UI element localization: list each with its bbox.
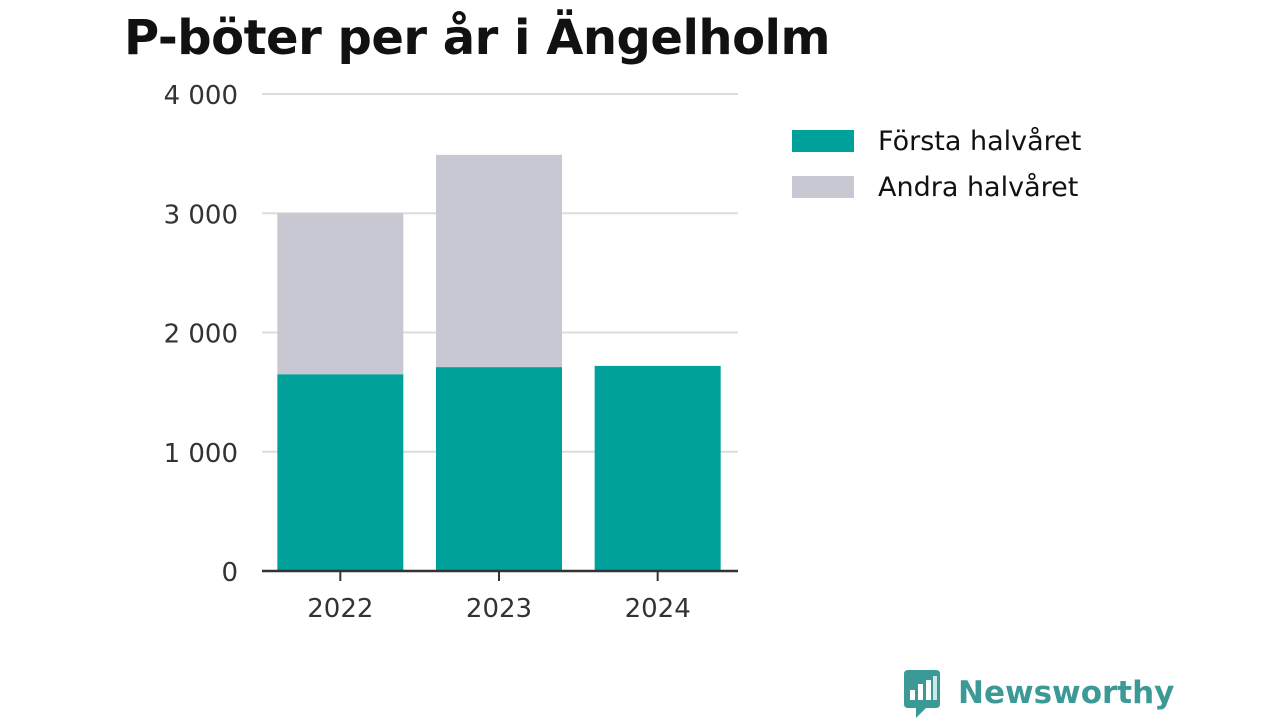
x-tick-label-2023: 2023 [466, 594, 532, 624]
y-tick-label-1000: 1 000 [164, 439, 238, 469]
bars [277, 154, 721, 571]
x-tick-label-2024: 2024 [625, 594, 691, 624]
x-tick-label-2022: 2022 [307, 594, 373, 624]
newsworthy-logo: Newsworthy [902, 668, 1174, 718]
legend-swatch-second-half [792, 176, 854, 198]
bar-2024-series-0 [594, 365, 721, 571]
bar-chart-speech-bubble-icon [904, 670, 940, 718]
y-tick-label-0: 0 [221, 558, 238, 588]
chart-title: P-böter per år i Ängelholm [124, 10, 831, 66]
y-tick-label-3000: 3 000 [164, 200, 238, 230]
legend-label-second-half: Andra halvåret [878, 171, 1079, 203]
bar-2023-series-1 [436, 154, 562, 368]
legend-swatch-first-half [792, 130, 854, 152]
legend-item-second-half: Andra halvåret [792, 164, 1081, 210]
axes: 0 1 000 2 000 3 000 4 000 2022 2023 2024 [164, 81, 738, 624]
bar-2023-series-0 [436, 367, 562, 571]
legend-item-first-half: Första halvåret [792, 118, 1081, 164]
brand-name: Newsworthy [958, 675, 1175, 711]
y-tick-label-2000: 2 000 [164, 320, 238, 350]
bar-2022-series-0 [277, 374, 404, 571]
bar-2022-series-1 [277, 213, 404, 375]
legend-label-first-half: Första halvåret [878, 125, 1082, 157]
legend: Första halvåret Andra halvåret [792, 118, 1081, 210]
y-tick-label-4000: 4 000 [164, 81, 238, 111]
